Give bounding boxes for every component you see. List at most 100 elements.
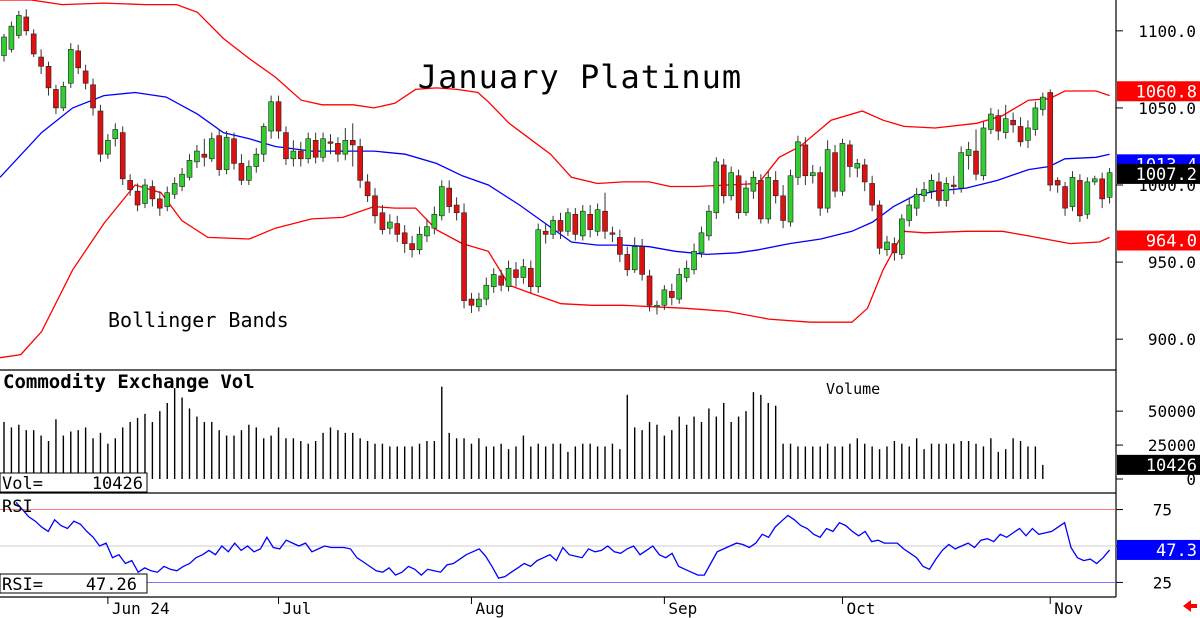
candle — [468, 292, 475, 313]
candle — [1077, 174, 1083, 222]
candle — [565, 208, 571, 236]
candle-body — [372, 195, 378, 217]
candle-body — [847, 144, 853, 167]
candle — [832, 144, 838, 198]
candle — [186, 154, 193, 181]
candle — [416, 226, 423, 255]
candle — [290, 140, 297, 167]
candle — [438, 180, 445, 221]
candle-body — [275, 101, 282, 132]
candle — [743, 180, 749, 216]
candle — [698, 226, 705, 258]
candle — [490, 268, 497, 293]
candle — [201, 138, 208, 167]
candle-body — [349, 139, 356, 146]
candle-body — [164, 192, 171, 207]
candle-body — [1025, 127, 1031, 141]
candle-body — [936, 181, 942, 201]
candle — [364, 174, 371, 202]
candle — [988, 107, 994, 135]
candle-body — [943, 183, 950, 201]
candle — [372, 188, 378, 224]
candle-body — [75, 50, 81, 69]
candle — [602, 192, 608, 239]
candle-body — [713, 161, 720, 214]
candle-body — [461, 212, 467, 301]
rsi-panel: RSI 755025 RSI= 47.26 47.3 — [0, 497, 1200, 595]
candle — [238, 154, 245, 185]
price-flag-label: 1007.2 — [1136, 165, 1197, 185]
x-tick-label: Jul — [283, 599, 312, 618]
candle — [38, 49, 44, 74]
candle-body — [201, 153, 208, 158]
price-flag: 1007.2 — [1117, 163, 1200, 185]
candle — [676, 268, 683, 304]
candle — [728, 166, 734, 201]
candle-body — [342, 139, 349, 155]
scroll-left-arrow-icon[interactable] — [1183, 600, 1197, 612]
candle — [906, 197, 913, 227]
rsi-flag-box — [1117, 539, 1200, 560]
candle-body — [194, 150, 200, 163]
candle — [1025, 120, 1031, 148]
candle — [320, 132, 326, 162]
candle — [513, 262, 519, 287]
candle-body — [676, 274, 683, 300]
candle — [1062, 181, 1068, 216]
candle-body — [1099, 178, 1105, 200]
candle-body — [906, 204, 913, 221]
chart-title: January Platinum — [418, 58, 742, 96]
price-tick-label: 900.0 — [1148, 330, 1196, 349]
candle — [913, 188, 920, 216]
candle — [335, 137, 341, 162]
candle — [23, 9, 30, 36]
candle-body — [876, 204, 883, 249]
candle-body — [528, 267, 534, 288]
price-flag-label: 1060.8 — [1136, 82, 1197, 102]
candle — [520, 259, 527, 284]
volume-flag-label: 10426 — [1146, 456, 1197, 476]
candle — [1069, 171, 1076, 212]
candle-body — [542, 230, 549, 235]
candle-body — [869, 183, 875, 206]
candle — [720, 158, 727, 204]
candle-body — [45, 65, 52, 89]
candle — [713, 157, 720, 219]
candle-body — [980, 127, 987, 177]
candle — [765, 171, 772, 224]
rsi-tick-label: 25 — [1153, 573, 1172, 592]
candle-body — [1054, 180, 1061, 186]
candle — [965, 141, 972, 170]
candle-body — [431, 213, 438, 229]
candle-body — [817, 172, 824, 209]
candle-body — [409, 243, 415, 251]
candle — [171, 177, 178, 199]
candle — [260, 123, 267, 162]
candle — [127, 174, 133, 196]
candle — [839, 138, 846, 196]
candle-body — [134, 190, 141, 206]
candle-body — [127, 180, 133, 190]
candle — [275, 95, 282, 139]
candle — [639, 238, 645, 281]
candle — [1091, 175, 1098, 185]
candle-body — [253, 153, 260, 167]
candle-body — [750, 176, 757, 192]
candle — [772, 171, 779, 204]
x-axis: Jun 24 Jul Aug Sep Oct Nov — [107, 597, 1083, 618]
x-tick-label: Oct — [846, 599, 875, 618]
candle-body — [594, 209, 601, 232]
candle-body — [899, 218, 905, 255]
candle-body — [142, 184, 148, 204]
candle-body — [401, 232, 408, 244]
candle-body — [335, 143, 341, 155]
candle — [327, 134, 334, 155]
candle — [683, 260, 690, 283]
candle — [283, 126, 289, 165]
candle — [802, 137, 809, 185]
candle — [179, 168, 185, 192]
candle — [1, 33, 7, 62]
candle-body — [1017, 126, 1024, 143]
candle — [617, 229, 623, 263]
candle — [661, 285, 668, 310]
